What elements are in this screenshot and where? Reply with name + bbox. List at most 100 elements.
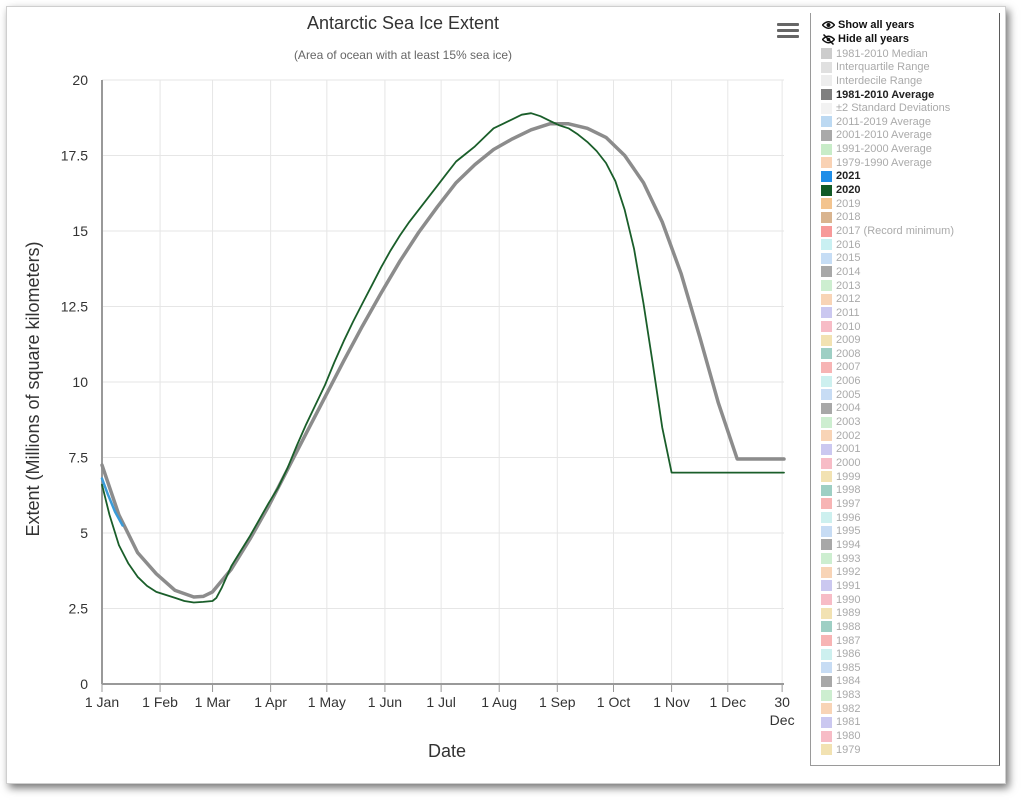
legend-item-1984[interactable]: 1984 xyxy=(821,675,860,688)
legend-item-1999[interactable]: 1999 xyxy=(821,470,860,483)
legend-item-1991[interactable]: 1991 xyxy=(821,579,860,592)
legend-item-2002[interactable]: 2002 xyxy=(821,429,860,442)
legend-item-label: 2002 xyxy=(836,429,861,442)
legend-item-1979-1990-average[interactable]: 1979-1990 Average xyxy=(821,156,932,169)
legend-item-1980[interactable]: 1980 xyxy=(821,730,860,743)
legend-item-label: 2003 xyxy=(836,416,861,429)
legend-swatch xyxy=(821,75,832,87)
legend-item--2-standard-deviations[interactable]: ±2 Standard Deviations xyxy=(821,102,950,115)
legend-item-2011-2019-average[interactable]: 2011-2019 Average xyxy=(821,115,931,128)
legend-item-label: 1983 xyxy=(836,689,861,702)
legend-item-1996[interactable]: 1996 xyxy=(821,511,860,524)
legend-item-label: 2021 xyxy=(836,170,861,183)
legend-item-1985[interactable]: 1985 xyxy=(821,661,860,674)
legend-item-label: 2018 xyxy=(836,211,861,224)
legend-item-label: 1999 xyxy=(836,470,861,483)
legend-item-2018[interactable]: 2018 xyxy=(821,211,860,224)
legend-item-2005[interactable]: 2005 xyxy=(821,388,860,401)
legend-item-2003[interactable]: 2003 xyxy=(821,416,860,429)
legend-item-2001[interactable]: 2001 xyxy=(821,443,860,456)
legend-item-1990[interactable]: 1990 xyxy=(821,593,860,606)
legend-item-2011[interactable]: 2011 xyxy=(821,306,860,319)
legend-swatch xyxy=(821,430,832,442)
legend-item-2000[interactable]: 2000 xyxy=(821,457,860,470)
legend-panel: Show all years Hide all years 1981-2010 … xyxy=(810,13,1000,766)
legend-item-2006[interactable]: 2006 xyxy=(821,375,860,388)
legend-item-2020[interactable]: 2020 xyxy=(821,184,860,197)
legend-item-interquartile-range[interactable]: Interquartile Range xyxy=(821,61,930,74)
legend-item-1979[interactable]: 1979 xyxy=(821,743,860,756)
legend-item-2010[interactable]: 2010 xyxy=(821,320,860,333)
series-line-2021[interactable] xyxy=(100,477,124,527)
legend-swatch xyxy=(821,457,832,469)
legend-item-label: 2014 xyxy=(836,265,861,278)
series-line-1981-2010-average[interactable] xyxy=(100,122,786,599)
legend-item-1994[interactable]: 1994 xyxy=(821,538,860,551)
legend-item-2004[interactable]: 2004 xyxy=(821,402,860,415)
legend-swatch xyxy=(821,635,832,646)
legend-item-2015[interactable]: 2015 xyxy=(821,252,860,265)
legend-item-2016[interactable]: 2016 xyxy=(821,238,860,251)
legend-item-2007[interactable]: 2007 xyxy=(821,361,860,374)
legend-item-label: 1989 xyxy=(836,607,861,620)
legend-item-2012[interactable]: 2012 xyxy=(821,293,860,306)
legend-item-1981-2010-median[interactable]: 1981-2010 Median xyxy=(821,47,928,60)
legend-swatch xyxy=(821,553,832,564)
legend-swatch xyxy=(821,375,832,387)
series-line-2020[interactable] xyxy=(101,112,785,604)
legend-item-1992[interactable]: 1992 xyxy=(821,566,860,579)
legend-swatch xyxy=(821,675,832,687)
legend-swatch xyxy=(821,512,832,524)
legend-item-1991-2000-average[interactable]: 1991-2000 Average xyxy=(821,143,932,156)
legend-swatch xyxy=(821,703,832,715)
legend-item-2017-record-minimum[interactable]: 2017 (Record minimum) xyxy=(821,225,954,238)
y-tick-label: 10 xyxy=(72,374,88,390)
legend-item-2019[interactable]: 2019 xyxy=(821,197,860,210)
legend-item-1987[interactable]: 1987 xyxy=(821,634,860,647)
legend-item-2014[interactable]: 2014 xyxy=(821,265,860,278)
legend-item-1986[interactable]: 1986 xyxy=(821,648,860,661)
legend-item-2009[interactable]: 2009 xyxy=(821,334,860,347)
legend-swatch xyxy=(821,307,832,319)
y-tick-label: 17.5 xyxy=(61,148,88,164)
legend-item-1995[interactable]: 1995 xyxy=(821,525,860,538)
legend-swatch xyxy=(821,61,832,73)
eye-icon xyxy=(821,19,835,31)
grid-layer xyxy=(102,79,784,684)
legend-item-label: 2011 xyxy=(836,306,860,319)
legend-item-label: ±2 Standard Deviations xyxy=(836,102,951,115)
show-all-years-label: Show all years xyxy=(838,19,915,31)
legend-item-1983[interactable]: 1983 xyxy=(821,689,860,702)
legend-item-label: 2019 xyxy=(836,197,861,210)
legend-item-1993[interactable]: 1993 xyxy=(821,552,860,565)
legend-swatch xyxy=(821,280,832,292)
legend-item-1981-2010-average[interactable]: 1981-2010 Average xyxy=(821,88,934,101)
legend-item-label: 2005 xyxy=(836,388,861,401)
chart-svg: 0 2.5 5 7.5 10 12.5 15 17.5 20 1 Jan 1 Feb 1 Mar 1 A… xyxy=(23,13,795,761)
legend-item-label: 1994 xyxy=(836,538,861,551)
legend-item-1997[interactable]: 1997 xyxy=(821,497,860,510)
legend-item-label: 1981-2010 Average xyxy=(836,88,935,101)
legend-item-1981[interactable]: 1981 xyxy=(821,716,860,729)
legend-swatch xyxy=(821,471,832,483)
hide-all-years-label: Hide all years xyxy=(838,33,909,45)
legend-item-1998[interactable]: 1998 xyxy=(821,484,860,497)
legend-item-1988[interactable]: 1988 xyxy=(821,620,860,633)
legend-item-label: 2016 xyxy=(836,238,861,251)
hamburger-menu-icon[interactable] xyxy=(777,23,799,43)
chart-container: 0 2.5 5 7.5 10 12.5 15 17.5 20 1 Jan 1 Feb 1 Mar 1 A… xyxy=(6,6,1006,784)
legend-item-1982[interactable]: 1982 xyxy=(821,702,860,715)
legend-item-2021[interactable]: 2021 xyxy=(821,170,860,183)
legend-item-2013[interactable]: 2013 xyxy=(821,279,860,292)
legend-item-2008[interactable]: 2008 xyxy=(821,347,860,360)
legend-item-2001-2010-average[interactable]: 2001-2010 Average xyxy=(821,129,932,142)
legend-item-interdecile-range[interactable]: Interdecile Range xyxy=(821,74,922,87)
x-tick-label: 1 Dec xyxy=(710,694,747,710)
x-tick-label: 1 Sep xyxy=(539,694,576,710)
legend-item-label: 2001-2010 Average xyxy=(836,129,932,142)
legend-swatch xyxy=(821,170,832,182)
legend-item-1989[interactable]: 1989 xyxy=(821,607,860,620)
axis-layer: 0 2.5 5 7.5 10 12.5 15 17.5 20 1 Jan 1 Feb 1 Mar 1 A… xyxy=(61,72,795,728)
show-all-years-button[interactable]: Show all years xyxy=(821,19,914,31)
hide-all-years-button[interactable]: Hide all years xyxy=(821,33,909,45)
